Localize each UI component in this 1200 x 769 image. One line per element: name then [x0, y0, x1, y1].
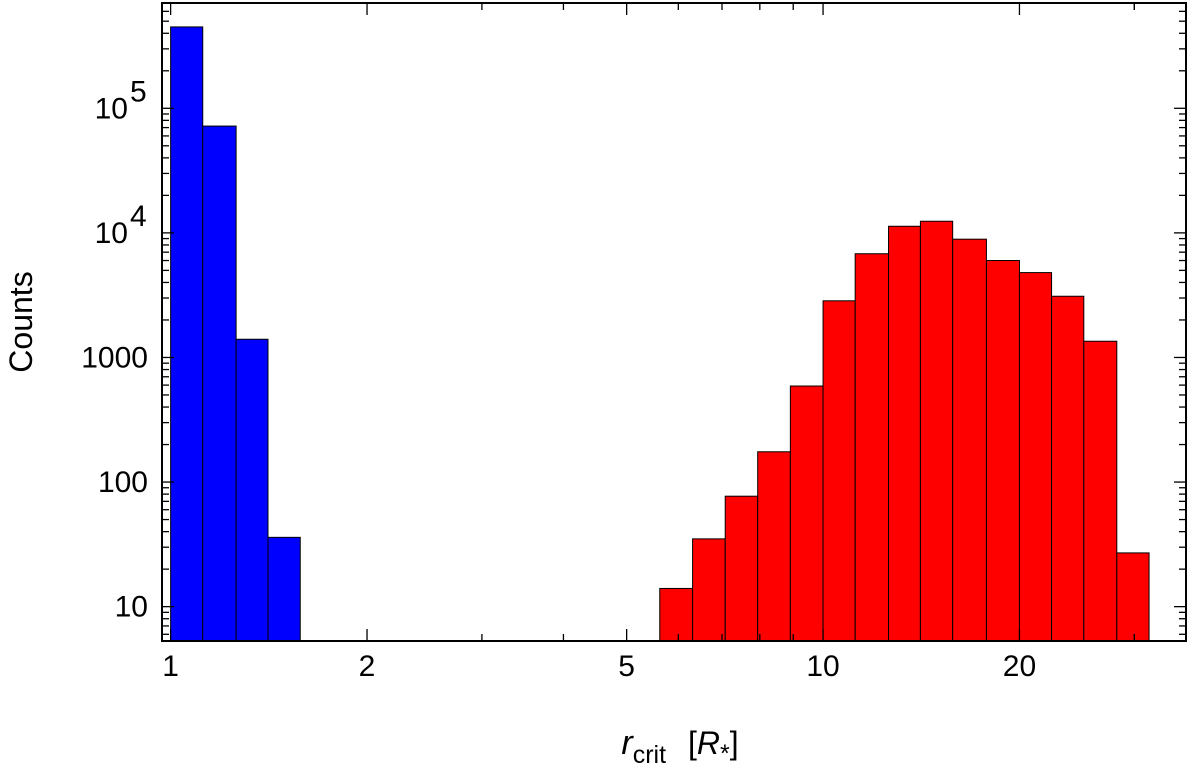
x-tick-label-1: 2 — [359, 650, 376, 683]
histogram-bar-1-11 — [1018, 272, 1053, 642]
histogram-bar-1-5 — [822, 300, 856, 642]
y-axis-label: Counts — [3, 271, 39, 372]
histogram-bar-1-10 — [985, 260, 1020, 642]
histogram-bar-1-6 — [854, 253, 890, 642]
histogram-bar-0-0 — [170, 26, 204, 642]
x-axis-label: rcrit [R*] — [621, 724, 738, 769]
bars-layer — [170, 26, 1150, 642]
histogram-bar-1-13 — [1083, 340, 1118, 642]
y-tick-label-2: 1000 — [81, 341, 148, 374]
x-tick-label-2: 5 — [618, 650, 635, 683]
x-axis-unit-open: [ — [688, 725, 697, 761]
x-axis-unit-symbol: R — [697, 725, 720, 761]
ticks-layer — [162, 2, 1186, 641]
y-tick-label-3: 10 — [95, 217, 128, 250]
x-axis-subscript: crit — [633, 741, 666, 769]
y-tick-label-1: 100 — [98, 466, 148, 499]
x-tick-label-0: 1 — [162, 650, 179, 683]
histogram-bar-1-1 — [692, 538, 726, 642]
histogram-bar-0-3 — [267, 536, 301, 642]
y-tick-label-0: 10 — [115, 591, 148, 624]
histogram-bar-1-8 — [919, 220, 954, 642]
plot-frame — [161, 2, 1187, 642]
histogram-bar-1-14 — [1116, 552, 1150, 642]
x-axis-symbol: r — [621, 724, 634, 762]
y-tick-label-4: 10 — [95, 92, 128, 125]
x-tick-label-4: 20 — [1003, 650, 1036, 683]
histogram-bar-0-2 — [235, 338, 269, 642]
y-tick-exponent-3: 4 — [130, 200, 147, 233]
histogram-bar-1-7 — [888, 225, 921, 642]
histogram-bar-0-1 — [202, 125, 237, 642]
histogram-bar-1-0 — [659, 587, 694, 642]
x-axis-unit-close: ] — [730, 725, 739, 761]
histogram-bar-1-2 — [724, 495, 759, 642]
x-axis-unit-sub: * — [720, 740, 730, 768]
histogram-bar-1-4 — [789, 385, 824, 642]
x-tick-label-3: 10 — [806, 650, 839, 683]
histogram-bar-1-3 — [757, 451, 791, 642]
histogram-bar-1-12 — [1051, 295, 1085, 642]
y-tick-exponent-4: 5 — [130, 75, 147, 108]
histogram-bar-1-9 — [952, 238, 987, 642]
